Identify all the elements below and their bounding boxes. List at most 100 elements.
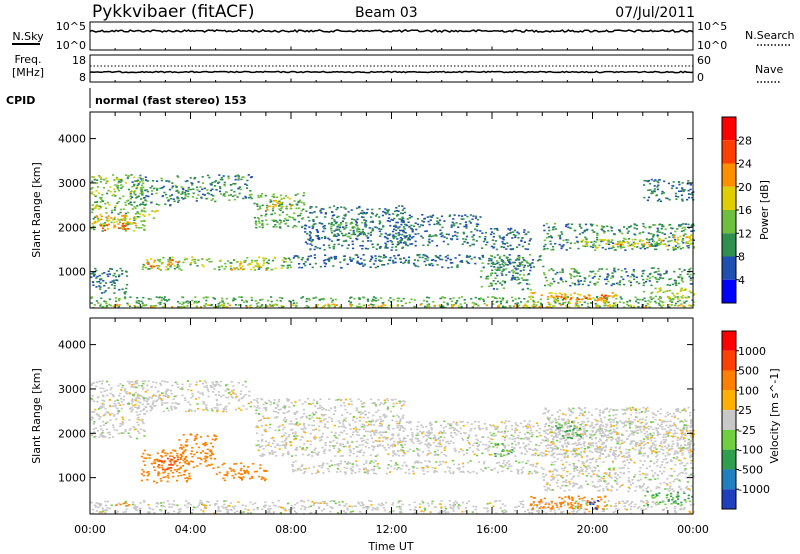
velocity-region <box>90 499 695 515</box>
freq-right-tick-bottom: 0 <box>697 71 704 84</box>
velocity-region <box>542 406 696 493</box>
velocity-region <box>115 502 131 507</box>
velocity-colorbar-segment <box>722 489 736 509</box>
power-region <box>580 238 695 249</box>
velocity-colorbar-tick: 100 <box>738 384 759 397</box>
power-colorbar-label: Power [dB] <box>758 180 771 240</box>
power-colorbar-tick: 8 <box>738 251 745 264</box>
power-colorbar-segment <box>722 279 736 303</box>
power-region <box>99 223 130 232</box>
velocity-region <box>644 491 694 506</box>
power-region <box>253 192 306 229</box>
velocity-colorbar-tick: 500 <box>738 365 759 378</box>
velocity-colorbar-segment <box>722 331 736 351</box>
velocity-colorbar-segment <box>722 410 736 430</box>
velocity-panel: 4000 3000 2000 1000 Slant Range [km] 1000 50… <box>30 317 781 515</box>
velocity-region <box>555 421 582 440</box>
x-tick-label: 12:00 <box>376 523 408 536</box>
nsky-left-tick-bottom: 10^0 <box>56 39 86 52</box>
velocity-colorbar-tick: -1000 <box>738 483 770 496</box>
velocity-region <box>291 459 545 475</box>
x-tick-label: 04:00 <box>175 523 207 536</box>
velocity-colorbar-segment <box>722 449 736 470</box>
velocity-region <box>542 502 582 508</box>
y-tick-label: 1000 <box>58 266 86 279</box>
power-region <box>643 287 696 300</box>
power-region <box>127 176 180 207</box>
power-region <box>555 294 607 301</box>
nsearch-label: N.Search <box>745 29 795 42</box>
power-colorbar-tick: 28 <box>738 134 752 147</box>
power-colorbar-tick: 12 <box>738 227 752 240</box>
velocity-colorbar-segment <box>722 370 736 391</box>
freq-left-tick-top: 18 <box>72 54 86 67</box>
velocity-region <box>90 380 147 440</box>
freq-label-line1: Freq. <box>14 53 41 66</box>
power-region <box>292 253 545 269</box>
velocity-colorbar-segment <box>722 350 736 371</box>
nsky-right-tick-top: 10^5 <box>697 20 727 33</box>
power-region <box>643 178 695 203</box>
power-region <box>229 260 268 271</box>
y-tick-label: 1000 <box>58 472 86 485</box>
velocity-colorbar-tick: -25 <box>738 424 756 437</box>
x-tick-label: 00:00 <box>677 523 709 536</box>
x-tick-label: 00:00 <box>74 523 106 536</box>
power-colorbar-segment <box>722 163 736 187</box>
velocity-region <box>589 500 599 511</box>
power-colorbar-tick: 4 <box>738 274 745 287</box>
freq-left-tick-bottom: 8 <box>79 71 86 84</box>
x-tick-label: 08:00 <box>275 523 307 536</box>
cpid-label: CPID <box>6 94 35 107</box>
power-colorbar-segment <box>722 186 736 210</box>
y-tick-label: 3000 <box>58 383 86 396</box>
velocity-colorbar-tick: -100 <box>738 444 763 457</box>
power-colorbar-segment <box>722 256 736 280</box>
freq-panel: Freq. [MHz] 18 8 60 0 Nave <box>12 53 784 84</box>
velocity-region <box>215 462 268 482</box>
power-colorbar-tick: 24 <box>738 158 752 171</box>
station-title: Pykkvibaer (fitACF) <box>92 2 254 22</box>
power-region <box>479 254 532 291</box>
freq-trace <box>89 70 694 74</box>
velocity-colorbar-label: Velocity [m s^-1] <box>768 368 781 463</box>
beam-title: Beam 03 <box>355 5 418 21</box>
velocity-colorbar-tick: 25 <box>738 404 752 417</box>
freq-label-line2: [MHz] <box>12 66 44 79</box>
velocity-colorbar-segment <box>722 469 736 490</box>
power-region <box>481 227 532 251</box>
velocity-map <box>90 380 696 515</box>
power-ylabel: Slant Range [km] <box>30 162 43 258</box>
power-region <box>175 174 253 203</box>
power-region <box>330 218 368 238</box>
y-tick-label: 2000 <box>58 427 86 440</box>
x-tick-label: 20:00 <box>577 523 609 536</box>
nave-label: Nave <box>755 63 783 76</box>
power-colorbar-tick: 20 <box>738 181 752 194</box>
freq-right-tick-top: 60 <box>697 54 711 67</box>
power-map <box>90 174 696 309</box>
x-axis-label: Time UT <box>367 540 413 553</box>
cpid-value: normal (fast stereo) 153 <box>95 94 247 107</box>
velocity-colorbar-tick: 1000 <box>738 345 766 358</box>
velocity-ylabel: Slant Range [km] <box>30 368 43 464</box>
power-region <box>542 267 695 287</box>
nsky-trace <box>89 28 694 34</box>
power-colorbar-tick: 16 <box>738 204 752 217</box>
velocity-colorbar-segment <box>722 390 736 411</box>
velocity-region <box>492 442 514 457</box>
power-region <box>391 214 482 247</box>
power-panel: 4000 3000 2000 1000 Slant Range [km] 28 24 20… <box>30 111 771 309</box>
power-colorbar-segment <box>722 117 736 141</box>
power-region <box>148 209 159 219</box>
y-tick-label: 3000 <box>58 177 86 190</box>
y-tick-label: 2000 <box>58 221 86 234</box>
power-region <box>303 205 407 251</box>
velocity-colorbar-segment <box>722 429 736 450</box>
power-region <box>266 196 293 211</box>
y-tick-label: 4000 <box>58 133 86 146</box>
nsky-panel: N.Sky 10^5 10^0 10^5 10^0 N.Search <box>12 20 795 52</box>
velocity-region <box>127 380 253 413</box>
power-region <box>90 267 129 295</box>
